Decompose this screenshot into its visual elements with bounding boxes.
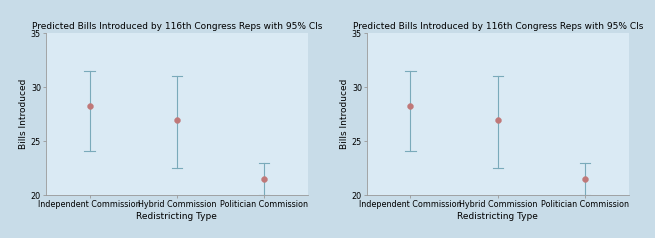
X-axis label: Redistricting Type: Redistricting Type xyxy=(136,212,217,221)
Point xyxy=(405,104,416,108)
Y-axis label: Bills Introduced: Bills Introduced xyxy=(340,79,349,149)
Title: Predicted Bills Introduced by 116th Congress Reps with 95% CIs: Predicted Bills Introduced by 116th Cong… xyxy=(31,22,322,31)
Point xyxy=(259,177,269,181)
Y-axis label: Bills Introduced: Bills Introduced xyxy=(19,79,28,149)
Point xyxy=(172,118,182,122)
Point xyxy=(493,118,503,122)
Title: Predicted Bills Introduced by 116th Congress Reps with 95% CIs: Predicted Bills Introduced by 116th Cong… xyxy=(352,22,643,31)
Point xyxy=(84,104,95,108)
Point xyxy=(580,177,590,181)
X-axis label: Redistricting Type: Redistricting Type xyxy=(457,212,538,221)
